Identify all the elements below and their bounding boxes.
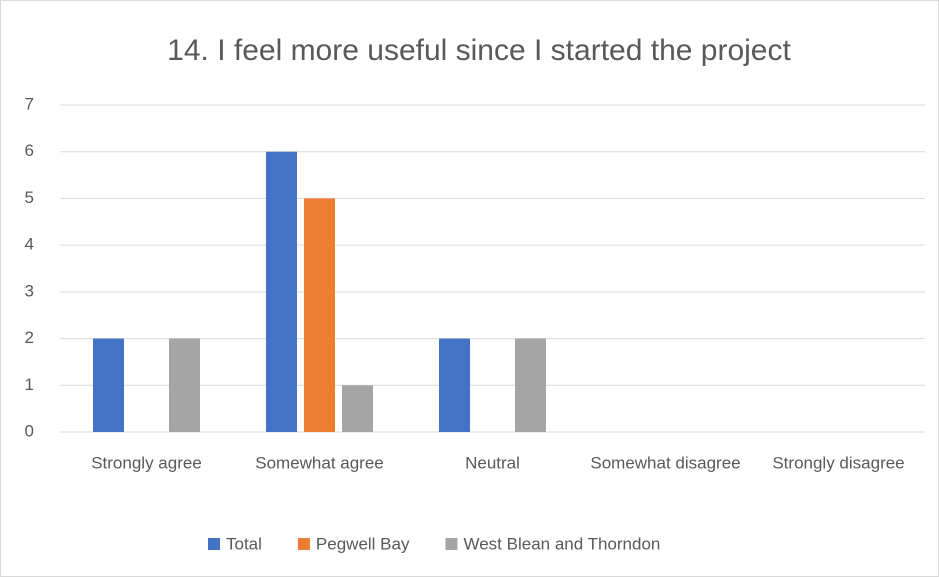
x-tick-label: Somewhat agree (255, 453, 384, 472)
y-tick-label: 6 (25, 141, 34, 160)
legend-label: Total (226, 534, 262, 553)
bar (266, 151, 297, 432)
legend-swatch (445, 538, 458, 550)
bar (169, 338, 200, 432)
y-tick-label: 7 (25, 94, 34, 113)
y-tick-label: 5 (25, 188, 34, 207)
bar (515, 338, 546, 432)
bar (439, 338, 470, 432)
x-tick-label: Neutral (465, 453, 520, 472)
x-tick-label: Strongly agree (91, 453, 202, 472)
bar (93, 338, 124, 432)
x-tick-label: Somewhat disagree (590, 453, 740, 472)
bar (304, 198, 335, 432)
y-tick-label: 3 (25, 281, 34, 300)
legend-swatch (208, 538, 220, 550)
y-tick-label: 2 (25, 328, 34, 347)
x-tick-label: Strongly disagree (772, 453, 904, 472)
y-tick-label: 4 (25, 235, 34, 254)
legend-label: Pegwell Bay (316, 534, 410, 553)
y-tick-label: 0 (25, 421, 34, 440)
bar (342, 385, 373, 432)
y-tick-label: 1 (25, 375, 34, 394)
legend-swatch (297, 538, 310, 550)
chart-title: 14. I feel more useful since I started t… (167, 34, 791, 67)
legend-label: West Blean and Thorndon (463, 534, 660, 553)
